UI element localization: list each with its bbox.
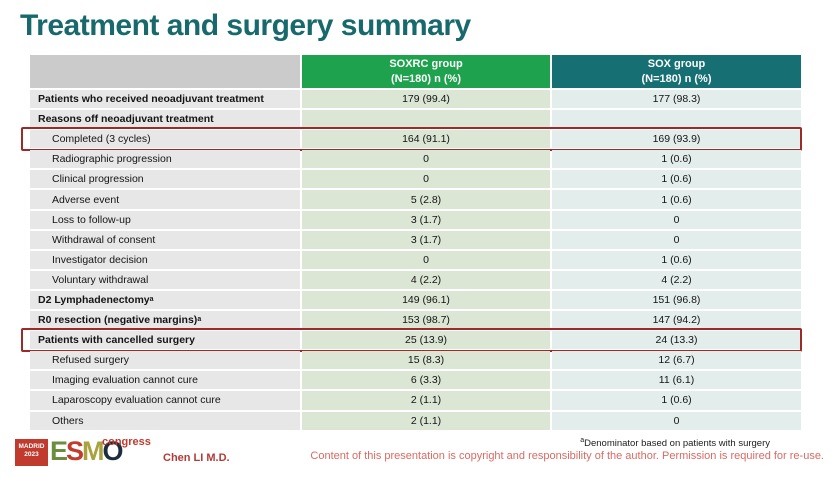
sox-value: 0	[552, 210, 801, 229]
table-row: Imaging evaluation cannot cure 6 (3.3) 11 …	[30, 371, 801, 390]
row-label: Withdrawal of consent	[30, 230, 300, 249]
soxrc-value: 3 (1.7)	[302, 230, 550, 249]
row-label: Patients with cancelled surgery	[30, 331, 300, 350]
footnote-text: Denominator based on patients with surge…	[584, 438, 770, 450]
soxrc-value: 149 (96.1)	[302, 290, 550, 310]
table-row: Patients with cancelled surgery 25 (13.9)…	[21, 328, 802, 353]
soxrc-value: 25 (13.9)	[302, 331, 550, 350]
sox-value: 12 (6.7)	[552, 351, 801, 370]
soxrc-value: 3 (1.7)	[302, 210, 550, 229]
esmo-logo-letter: S	[66, 436, 84, 466]
table-row: Laparoscopy evaluation cannot cure 2 (1.1…	[30, 391, 801, 410]
row-label: Others	[30, 411, 300, 430]
sox-value: 151 (96.8)	[552, 290, 801, 310]
table-row: R0 resection (negative margins) a 153 (98.…	[30, 311, 801, 330]
sox-value: 0	[552, 411, 801, 430]
sox-value: 1 (0.6)	[552, 190, 801, 209]
table-row: Loss to follow-up 3 (1.7) 0	[30, 210, 801, 229]
esmo-logo-letter: M	[82, 436, 104, 466]
madrid-2023-badge: MADRID 2023	[15, 439, 48, 466]
table-row: Investigator decision 0 1 (0.6)	[30, 250, 801, 269]
soxrc-value: 4 (2.2)	[302, 270, 550, 289]
table-row: Radiographic progression 0 1 (0.6)	[30, 150, 801, 169]
row-label: Radiographic progression	[30, 150, 300, 169]
soxrc-value: 0	[302, 150, 550, 169]
summary-table: SOXRC group (N=180) n (%) SOX group (N=1…	[21, 55, 802, 432]
esmo-logo-letter: O	[102, 436, 124, 466]
row-label: Completed (3 cycles)	[30, 130, 300, 149]
sox-group-subtitle: (N=180) n (%)	[641, 72, 712, 85]
table-body: Patients who received neoadjuvant treatm…	[21, 90, 802, 430]
sox-value: 11 (6.1)	[552, 371, 801, 390]
header-cell-empty	[30, 55, 300, 88]
soxrc-value: 2 (1.1)	[302, 391, 550, 410]
sox-value: 24 (13.3)	[552, 331, 801, 350]
table-footnote: aDenominator based on patients with surg…	[580, 437, 770, 449]
table-row: Withdrawal of consent 3 (1.7) 0	[30, 230, 801, 249]
header-cell-soxrc: SOXRC group (N=180) n (%)	[302, 55, 550, 88]
soxrc-value: 2 (1.1)	[302, 411, 550, 430]
soxrc-value	[302, 110, 550, 129]
sox-value: 0	[552, 230, 801, 249]
row-label: Adverse event	[30, 190, 300, 209]
sox-value: 1 (0.6)	[552, 170, 801, 189]
soxrc-group-title: SOXRC group	[389, 57, 463, 70]
soxrc-value: 6 (3.3)	[302, 371, 550, 390]
sox-value: 147 (94.2)	[552, 311, 801, 330]
soxrc-value: 164 (91.1)	[302, 130, 550, 149]
copyright-notice: Content of this presentation is copyrigh…	[310, 450, 824, 462]
sox-group-title: SOX group	[647, 57, 706, 70]
table-row: Reasons off neoadjuvant treatment	[30, 110, 801, 129]
logo-venue: MADRID	[18, 443, 45, 450]
row-label: Laparoscopy evaluation cannot cure	[30, 391, 300, 410]
esmo-congress-logo: MADRID 2023 ESMO congress	[15, 436, 151, 466]
row-label: Patients who received neoadjuvant treatm…	[30, 90, 300, 109]
footnote-superscript: a	[580, 437, 585, 444]
row-label: Investigator decision	[30, 250, 300, 269]
soxrc-group-subtitle: (N=180) n (%)	[391, 72, 461, 85]
row-label: Refused surgery	[30, 351, 300, 370]
sox-value	[552, 110, 801, 129]
row-label: R0 resection (negative margins) a	[30, 311, 300, 330]
esmo-logo-text: ESMO	[50, 436, 124, 466]
soxrc-value: 0	[302, 170, 550, 189]
row-label: Imaging evaluation cannot cure	[30, 371, 300, 390]
table-row: Others 2 (1.1) 0	[30, 411, 801, 430]
sox-value: 169 (93.9)	[552, 130, 801, 149]
soxrc-value: 153 (98.7)	[302, 311, 550, 330]
sox-value: 1 (0.6)	[552, 250, 801, 269]
row-label: Loss to follow-up	[30, 210, 300, 229]
soxrc-value: 15 (8.3)	[302, 351, 550, 370]
table-header: SOXRC group (N=180) n (%) SOX group (N=1…	[30, 55, 801, 88]
soxrc-value: 0	[302, 250, 550, 269]
table-row: Clinical progression 0 1 (0.6)	[30, 170, 801, 189]
table-row: Completed (3 cycles) 164 (91.1) 169 (93.9)	[21, 127, 802, 152]
slide-title: Treatment and surgery summary	[20, 9, 471, 42]
header-cell-sox: SOX group (N=180) n (%)	[552, 55, 801, 88]
soxrc-value: 179 (99.4)	[302, 90, 550, 109]
author-credit: Chen LI M.D.	[163, 452, 230, 464]
table-row: Refused surgery 15 (8.3) 12 (6.7)	[30, 351, 801, 370]
row-label: Clinical progression	[30, 170, 300, 189]
congress-label: congress	[102, 436, 151, 448]
logo-year: 2023	[24, 450, 39, 458]
table-row: D2 Lymphadenectomy a 149 (96.1) 151 (96.8)	[30, 290, 801, 310]
sox-value: 1 (0.6)	[552, 150, 801, 169]
esmo-logo-letter: E	[50, 436, 68, 466]
sox-value: 177 (98.3)	[552, 90, 801, 109]
sox-value: 1 (0.6)	[552, 391, 801, 410]
table-row: Adverse event 5 (2.8) 1 (0.6)	[30, 190, 801, 209]
row-label: D2 Lymphadenectomy a	[30, 290, 300, 310]
sox-value: 4 (2.2)	[552, 270, 801, 289]
row-label: Reasons off neoadjuvant treatment	[30, 110, 300, 129]
table-row: Patients who received neoadjuvant treatm…	[30, 90, 801, 109]
soxrc-value: 5 (2.8)	[302, 190, 550, 209]
table-row: Voluntary withdrawal 4 (2.2) 4 (2.2)	[30, 270, 801, 289]
row-label: Voluntary withdrawal	[30, 270, 300, 289]
